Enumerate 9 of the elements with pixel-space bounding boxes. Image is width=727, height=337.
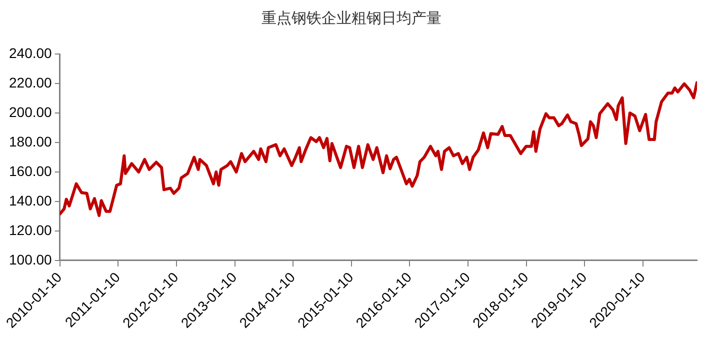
y-tick-label: 160.00 [8, 162, 52, 179]
y-tick-label: 100.00 [8, 251, 52, 268]
y-tick-label: 140.00 [8, 192, 52, 208]
y-tick-label: 120.00 [8, 222, 52, 238]
y-tick-label: 220.00 [8, 74, 52, 90]
y-tick-label: 240.00 [8, 44, 52, 61]
y-tick-label: 180.00 [8, 133, 52, 150]
chart-title: 重点钢铁企业粗钢日均产量 [262, 8, 442, 27]
y-tick-label: 200.00 [8, 104, 52, 120]
